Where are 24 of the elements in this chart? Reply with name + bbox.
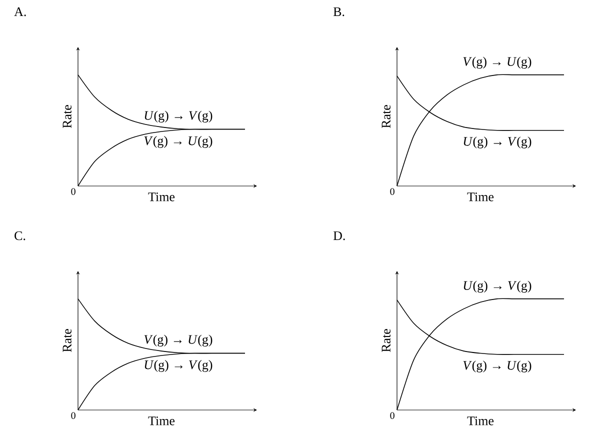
text: 0 (390, 412, 394, 419)
y-axis-title: Rate (62, 329, 72, 352)
series-label: V(g) → U(g) (144, 136, 212, 148)
x-axis-title: Time (148, 192, 175, 202)
x-axis-title: Time (467, 416, 494, 426)
series-label: U(g) → V(g) (464, 280, 532, 293)
series-label: V(g) → U(g) (463, 56, 532, 69)
series-label: V(g) → U(g) (463, 360, 532, 372)
chart-title: B. (333, 7, 344, 16)
text: 0 (71, 412, 76, 419)
chart-title: C. (14, 231, 26, 240)
series-label: V(g) → U(g) (144, 334, 212, 347)
text: 0 (390, 188, 394, 195)
series-label: U(g) → V(g) (464, 136, 532, 148)
text: 0 (71, 188, 76, 195)
series-label: U(g) → V(g) (144, 110, 212, 123)
chart-title: D. (333, 231, 345, 240)
x-axis-title: Time (148, 416, 175, 426)
series-label: U(g) → V(g) (144, 360, 212, 372)
y-axis-title: Rate (62, 105, 72, 128)
x-axis-title: Time (467, 192, 494, 202)
y-axis-title: Rate (382, 105, 390, 128)
y-axis-title: Rate (382, 329, 390, 352)
chart-title: A. (14, 7, 26, 16)
